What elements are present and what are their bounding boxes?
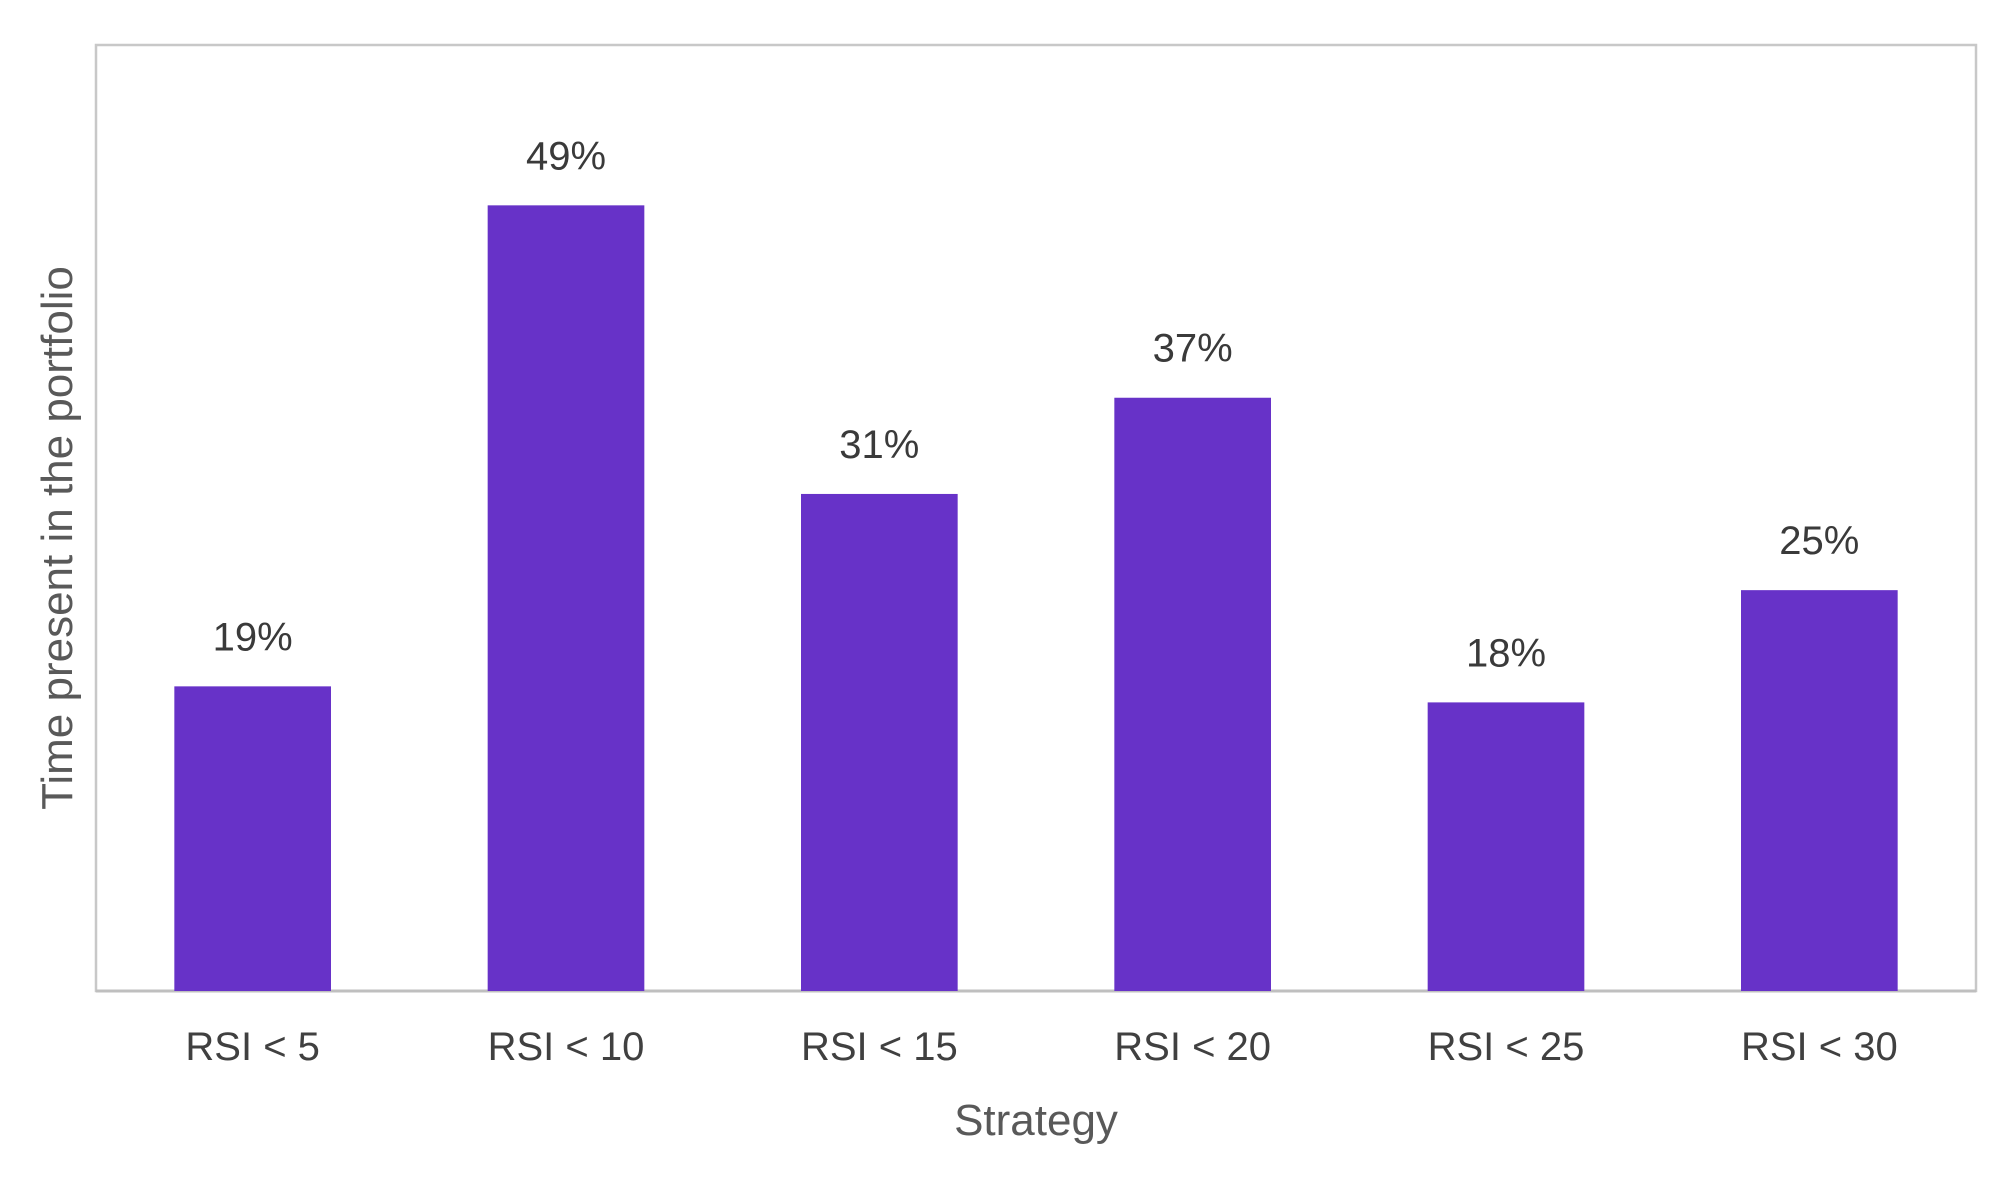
bar (1114, 397, 1271, 992)
data-label: 19% (213, 615, 293, 659)
x-tick-labels-group: RSI < 5 RSI < 10 RSI < 15 RSI < 20 RSI < 25 R… (185, 1025, 1897, 1069)
x-tick-label: RSI < 10 (488, 1025, 645, 1069)
bars-group (174, 205, 1898, 992)
y-axis-title: Time present in the portfolio (33, 266, 82, 810)
bar (1741, 590, 1898, 991)
x-tick-label: RSI < 25 (1428, 1025, 1585, 1069)
data-labels-group: 19% 49% 31% 37% 18% 25% (213, 134, 1860, 675)
bar (487, 205, 645, 991)
data-label: 49% (526, 134, 606, 178)
x-axis-title: Strategy (954, 1096, 1118, 1145)
x-tick-label: RSI < 20 (1114, 1025, 1271, 1069)
bar (174, 686, 331, 991)
x-tick-label: RSI < 5 (185, 1025, 320, 1069)
x-tick-label: RSI < 30 (1741, 1025, 1898, 1069)
bar (1427, 702, 1585, 991)
plot-area-border (94, 43, 1978, 993)
x-tick-label: RSI < 15 (801, 1025, 958, 1069)
bar (801, 493, 958, 991)
data-label: 18% (1466, 631, 1546, 675)
data-label: 37% (1153, 327, 1233, 371)
data-label: 31% (839, 423, 919, 467)
data-label: 25% (1779, 519, 1859, 563)
